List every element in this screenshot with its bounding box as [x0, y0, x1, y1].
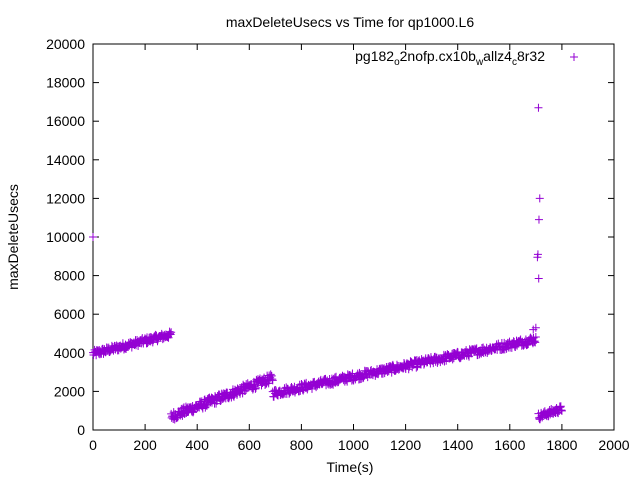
data-point — [453, 347, 462, 356]
data-point — [266, 370, 275, 379]
data-point — [431, 352, 440, 361]
x-tick-label: 800 — [290, 437, 314, 453]
x-tick-label: 200 — [133, 437, 157, 453]
y-tick-label: 14000 — [46, 152, 85, 168]
x-axis-label: Time(s) — [327, 459, 374, 475]
data-point — [261, 380, 270, 389]
data-point — [412, 363, 421, 372]
data-point — [251, 384, 260, 393]
data-point — [531, 338, 540, 347]
data-point — [300, 379, 309, 388]
y-tick-label: 0 — [77, 422, 85, 438]
y-tick-label: 6000 — [54, 306, 85, 322]
data-point — [556, 402, 565, 411]
data-point — [531, 323, 540, 332]
data-point — [535, 194, 544, 203]
data-point — [268, 375, 277, 384]
axis-ticks: 0 200 400 600 800 1000 1200 1400 1600 1800 2000020… — [46, 36, 630, 453]
x-tick-label: 1200 — [390, 437, 421, 453]
data-point — [167, 328, 176, 337]
legend-subscript: c — [512, 57, 517, 68]
legend-marker-glyph — [570, 53, 578, 61]
legend-subscript: o — [394, 57, 400, 68]
data-point — [217, 395, 226, 404]
data-point — [229, 391, 238, 400]
x-tick-label: 1400 — [442, 437, 473, 453]
data-point — [534, 103, 543, 112]
x-tick-label: 0 — [89, 437, 97, 453]
data-point — [530, 337, 539, 346]
chart-title: maxDeleteUsecs vs Time for qp1000.L6 — [226, 14, 474, 30]
y-tick-label: 12000 — [46, 190, 85, 206]
data-point — [534, 274, 543, 283]
data-point — [557, 406, 566, 415]
data-point — [533, 253, 542, 262]
data-point — [557, 406, 566, 415]
data-points — [89, 103, 566, 424]
x-tick-label: 1800 — [546, 437, 577, 453]
x-tick-label: 400 — [186, 437, 210, 453]
data-point — [440, 357, 449, 366]
y-tick-label: 10000 — [46, 229, 85, 245]
legend-subscript: w — [475, 57, 484, 68]
legend: pg182o2nofp.cx10bwallz4c8r32 — [355, 48, 578, 68]
plot-frame — [92, 43, 615, 431]
data-point — [213, 391, 222, 400]
y-tick-label: 2000 — [54, 383, 85, 399]
data-point — [202, 401, 211, 410]
legend-part: allz4 — [483, 48, 512, 64]
data-point — [295, 387, 304, 396]
y-tick-label: 8000 — [54, 268, 85, 284]
y-tick-label: 16000 — [46, 113, 85, 129]
data-point — [483, 348, 492, 357]
data-point — [251, 383, 260, 392]
data-point — [89, 233, 97, 241]
y-axis-label: maxDeleteUsecs — [5, 184, 21, 290]
data-point — [534, 215, 543, 224]
legend-label: pg182o2nofp.cx10bwallz4c8r32 — [355, 48, 545, 68]
x-tick-label: 2000 — [598, 437, 629, 453]
legend-part: 8r32 — [517, 48, 545, 64]
data-point — [189, 408, 198, 417]
legend-marker — [570, 53, 578, 61]
y-tick-label: 4000 — [54, 345, 85, 361]
legend-part: 2nofp.cx10b — [400, 48, 476, 64]
data-point — [267, 371, 276, 380]
x-tick-label: 600 — [238, 437, 262, 453]
data-point — [531, 332, 540, 341]
data-point — [264, 379, 273, 388]
data-point — [268, 376, 277, 385]
y-tick-label: 18000 — [46, 75, 85, 91]
x-tick-label: 1000 — [338, 437, 369, 453]
data-point — [166, 329, 175, 338]
x-tick-label: 1600 — [494, 437, 525, 453]
y-tick-label: 20000 — [46, 36, 85, 52]
data-point — [502, 344, 511, 353]
legend-part: pg182 — [355, 48, 394, 64]
data-point — [153, 337, 162, 346]
